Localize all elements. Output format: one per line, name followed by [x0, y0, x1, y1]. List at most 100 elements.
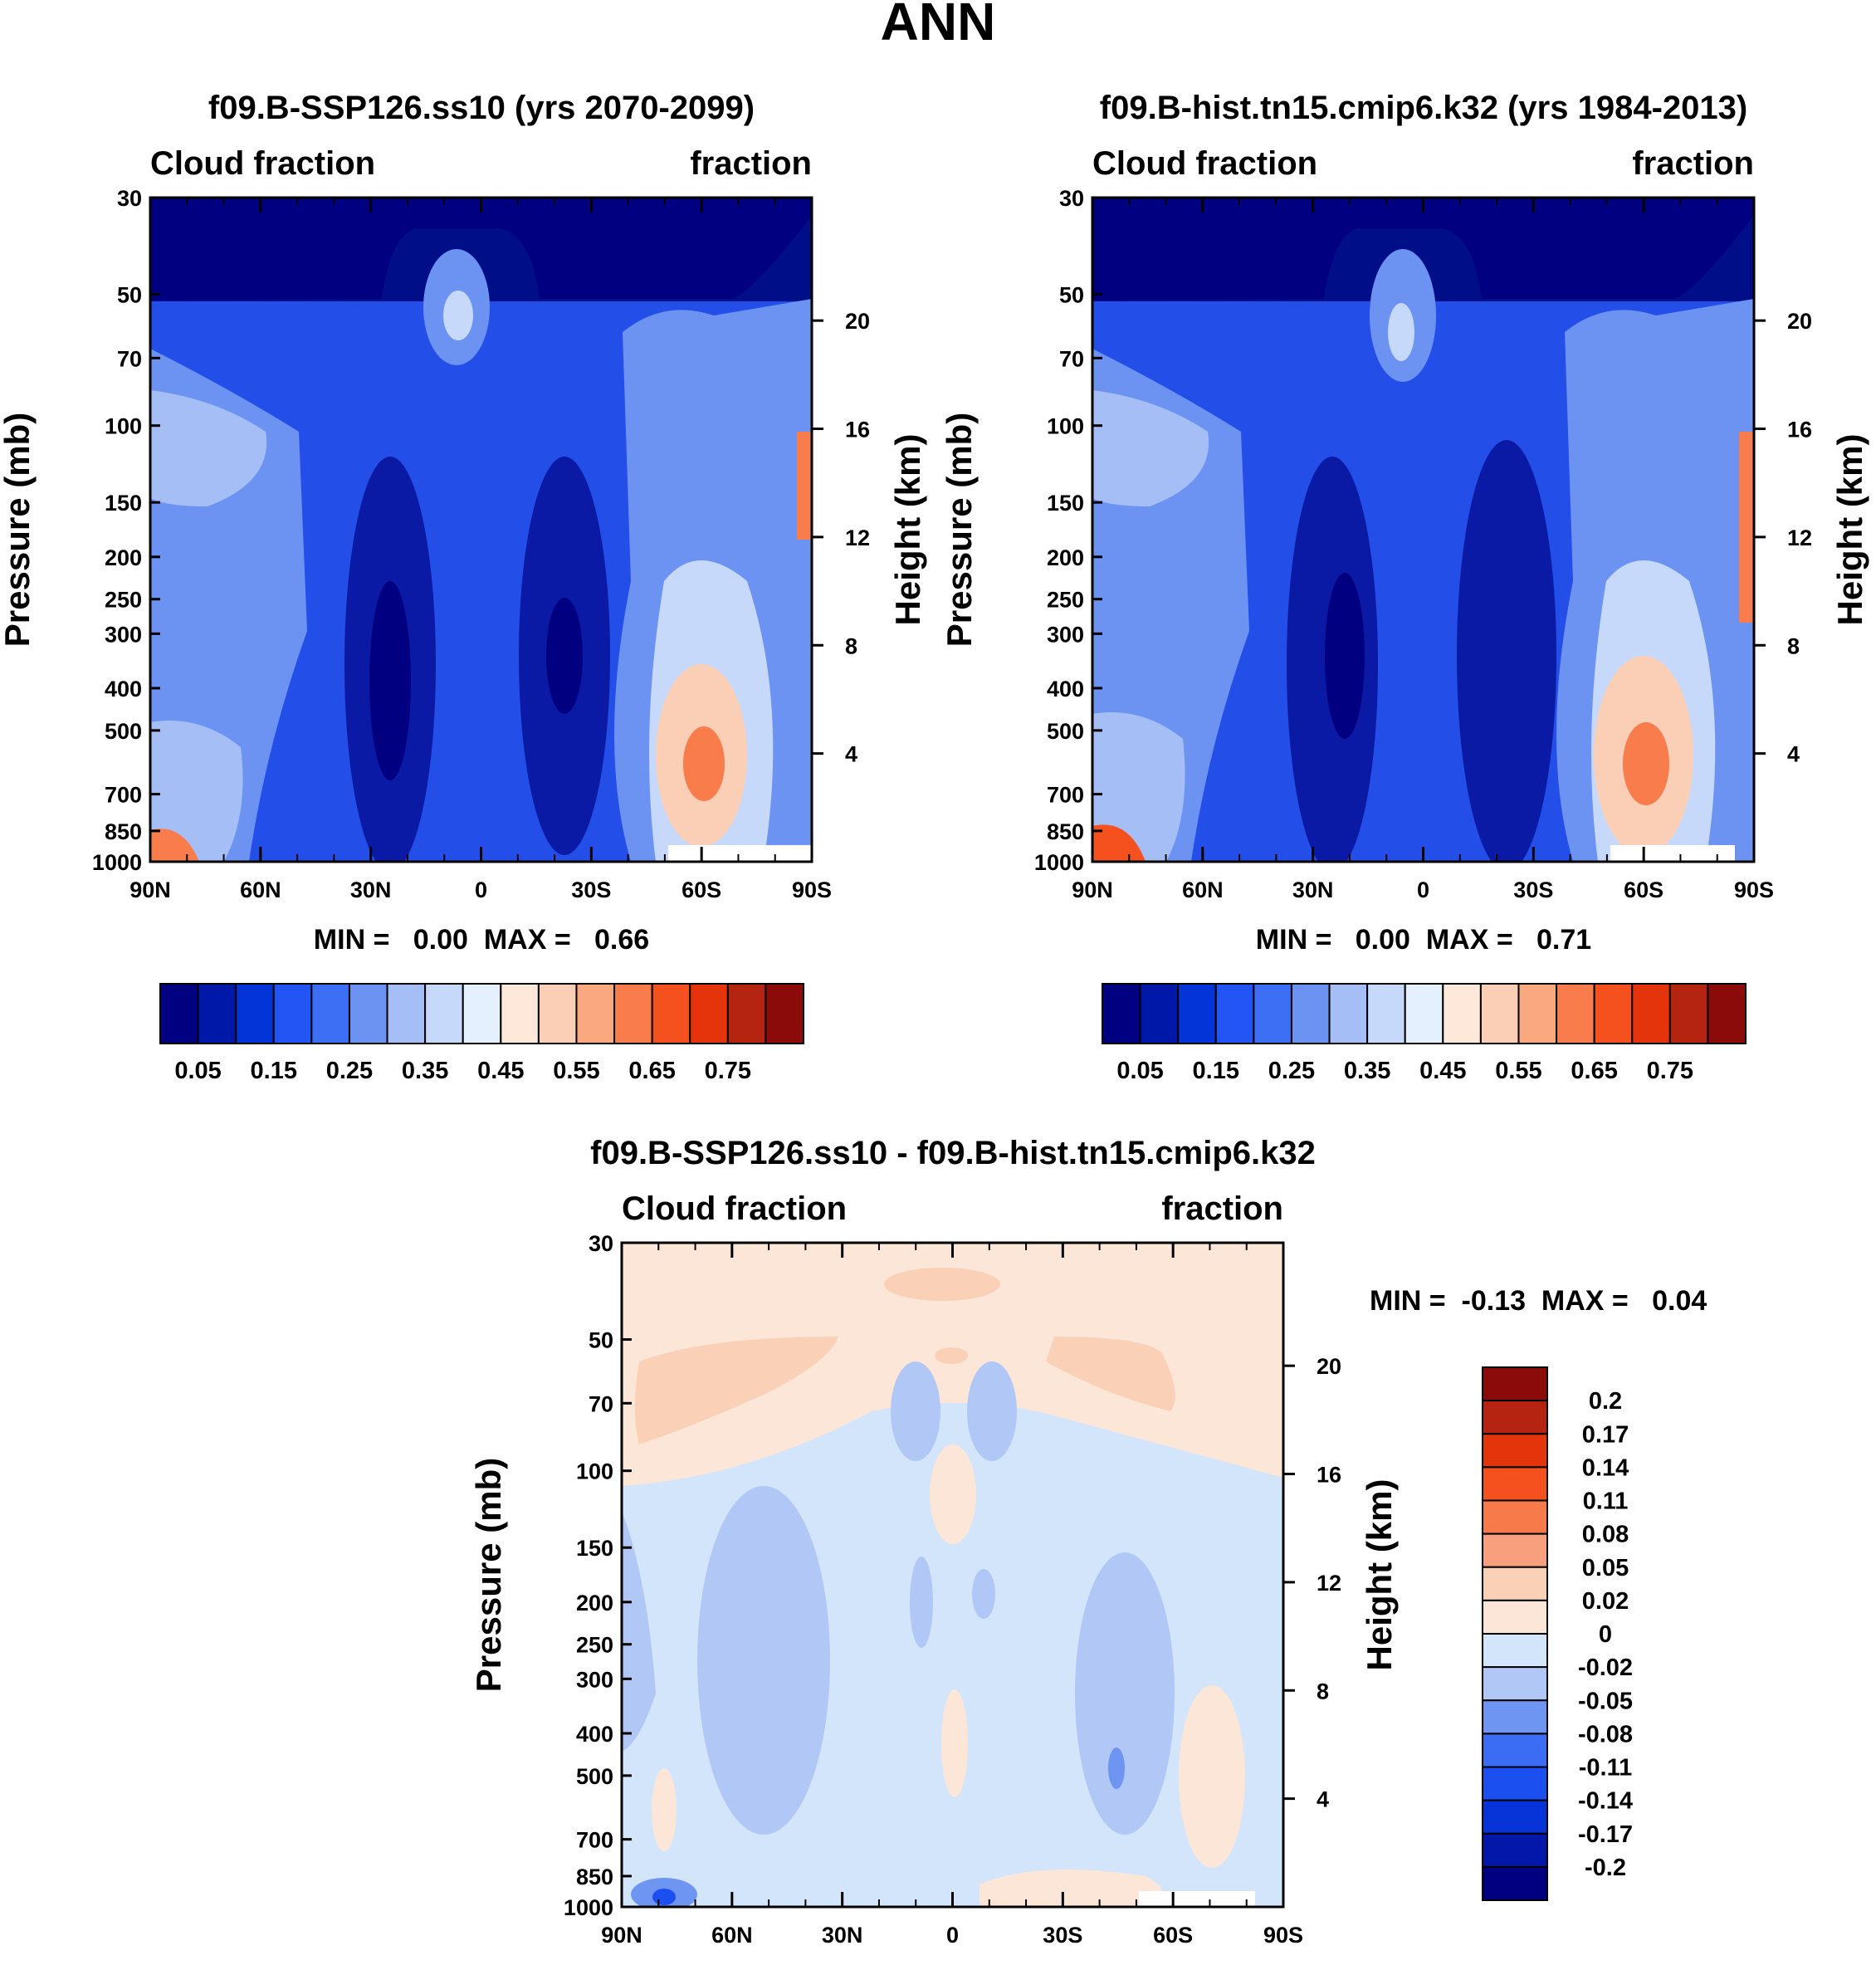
colorbar-label: 0.08: [1582, 1522, 1629, 1548]
colorbar-label: 0.05: [174, 1058, 221, 1084]
colorbar-swatch: [500, 983, 540, 1044]
sh-low-core: [1108, 1747, 1125, 1789]
x-ticks: 90N 60N 30N 0 30S 60S 90S: [1072, 198, 1774, 902]
colorbar-swatch: [1482, 1633, 1548, 1669]
colorbar-swatch: [1404, 983, 1444, 1044]
y-ticks: 30 50 70 100 150 200 250 300 400 500 700 850 1000: [564, 1231, 632, 1920]
colorbar-swatch: [1479, 983, 1520, 1044]
y-axis-label: Pressure (mb): [0, 413, 37, 647]
colorbar-swatch: [651, 983, 691, 1044]
y-axis-label: Pressure (mb): [469, 1458, 508, 1692]
x-tick-label: 0: [1417, 877, 1429, 902]
figure-title: ANN: [881, 0, 996, 51]
y-tick-label: 100: [576, 1459, 613, 1484]
colorbar-swatch: [348, 983, 388, 1044]
min-max: MIN = 0.00 MAX = 0.71: [1256, 924, 1591, 956]
x-tick-label: 60S: [1624, 877, 1663, 902]
panel-title: f09.B-SSP126.ss10 (yrs 2070-2099): [208, 90, 755, 126]
x-tick-label: 30N: [1292, 877, 1334, 902]
nh-surface-max: [1092, 824, 1146, 862]
right-string: fraction: [1161, 1190, 1283, 1227]
panel-left: f09.B-SSP126.ss10 (yrs 2070-2099) Cloud …: [0, 90, 927, 1084]
colorbar-swatch: [1631, 983, 1671, 1044]
nh-surface-max: [150, 829, 199, 862]
x-tick-label: 60N: [1182, 877, 1224, 902]
y-tick-label: 850: [105, 819, 142, 844]
y-tick-label: 200: [1047, 545, 1084, 570]
y-tick-label: 150: [576, 1536, 613, 1561]
panel-difference: f09.B-SSP126.ss10 - f09.B-hist.tn15.cmip…: [469, 1135, 1707, 1948]
colorbar-swatch: [424, 983, 464, 1044]
polar-edge: [1739, 432, 1754, 623]
colorbar-swatch: [1290, 983, 1331, 1044]
y-tick-label: 250: [105, 588, 142, 613]
nh-light-cloud: [150, 390, 267, 506]
antarctic-mask: [1610, 845, 1735, 862]
right-ticks: 20 16 12 8 4: [1754, 309, 1812, 767]
nh-subsidence-core: [1325, 573, 1365, 739]
colorbar-swatch: [1482, 1433, 1548, 1469]
colorbar-swatch: [1482, 1366, 1548, 1402]
colorbar-swatch: [1442, 983, 1482, 1044]
colorbar-label: -0.17: [1578, 1821, 1633, 1848]
colorbar-swatch: [1593, 983, 1634, 1044]
right-tick-label: 4: [1317, 1787, 1329, 1812]
x-tick-label: 90S: [792, 877, 832, 902]
y-tick-label: 30: [589, 1231, 613, 1256]
colorbar-label: 0.75: [1647, 1058, 1693, 1084]
y-tick-label: 400: [1047, 677, 1084, 701]
nh-low-decrease: [697, 1486, 830, 1835]
nh-upper-decrease: [891, 1361, 940, 1461]
equatorial-low-increase: [941, 1689, 968, 1797]
sh-subsidence-min: [1457, 440, 1556, 862]
y-tick-label: 200: [576, 1591, 613, 1616]
colorbar-label: 0.65: [628, 1058, 675, 1084]
colorbar-swatch: [386, 983, 427, 1044]
x-tick-label: 0: [946, 1923, 959, 1948]
equatorial-increase: [935, 1347, 968, 1364]
y-tick-label: 300: [576, 1667, 613, 1692]
colorbar-swatch: [726, 983, 767, 1044]
right-string: fraction: [1632, 145, 1754, 182]
antarctic-mask: [668, 845, 812, 862]
right-tick-label: 4: [845, 742, 857, 767]
colorbar-label: -0.2: [1585, 1855, 1626, 1881]
y-tick-label: 100: [1047, 414, 1084, 439]
sh-highlat-increase: [1179, 1685, 1245, 1868]
colorbar-swatch: [1482, 1466, 1548, 1502]
upper-positive-band: [622, 1243, 1283, 1486]
y-tick-label: 70: [1059, 346, 1084, 371]
right-tick-label: 4: [1787, 742, 1800, 767]
y-tick-label: 400: [576, 1722, 613, 1747]
contour-field: [150, 198, 812, 862]
y-tick-label: 500: [105, 719, 142, 744]
sh-upper-increase: [1046, 1337, 1175, 1411]
right-tick-label: 8: [1787, 633, 1800, 658]
tropical-upper-core: [1388, 303, 1414, 361]
colorbar-label: 0.02: [1582, 1588, 1629, 1615]
colorbar-swatch: [1102, 983, 1141, 1044]
colorbar-label: 0.17: [1582, 1421, 1629, 1448]
left-string: Cloud fraction: [150, 145, 375, 182]
x-ticks: 90N 60N 30N 0 30S 60S 90S: [601, 1243, 1303, 1948]
x-tick-label: 90S: [1263, 1923, 1303, 1948]
colorbar-label: 0.45: [477, 1058, 524, 1084]
colorbar-label: 0.35: [1344, 1058, 1390, 1084]
antarctic-mask: [1139, 1891, 1255, 1907]
colorbar-label: -0.14: [1578, 1788, 1633, 1815]
colorbar: 0.05 0.15 0.25 0.35 0.45 0.55 0.65 0.75: [1102, 983, 1747, 1084]
right-axis-label: Height (km): [1830, 434, 1869, 626]
nh-lowlevel-cloud: [150, 721, 243, 862]
colorbar-swatch: [575, 983, 616, 1044]
right-tick-label: 16: [1787, 418, 1812, 442]
tropopause-increase: [884, 1268, 1000, 1301]
colorbar-swatch: [1482, 1766, 1548, 1801]
colorbar-swatch: [1482, 1532, 1548, 1568]
x-tick-label: 30N: [350, 877, 392, 902]
y-tick-label: 850: [576, 1865, 613, 1889]
panel-title: f09.B-SSP126.ss10 - f09.B-hist.tn15.cmip…: [590, 1135, 1316, 1171]
left-string: Cloud fraction: [1092, 145, 1317, 182]
colorbar-label: 0.65: [1571, 1058, 1617, 1084]
colorbar-label: 0.14: [1582, 1454, 1629, 1481]
